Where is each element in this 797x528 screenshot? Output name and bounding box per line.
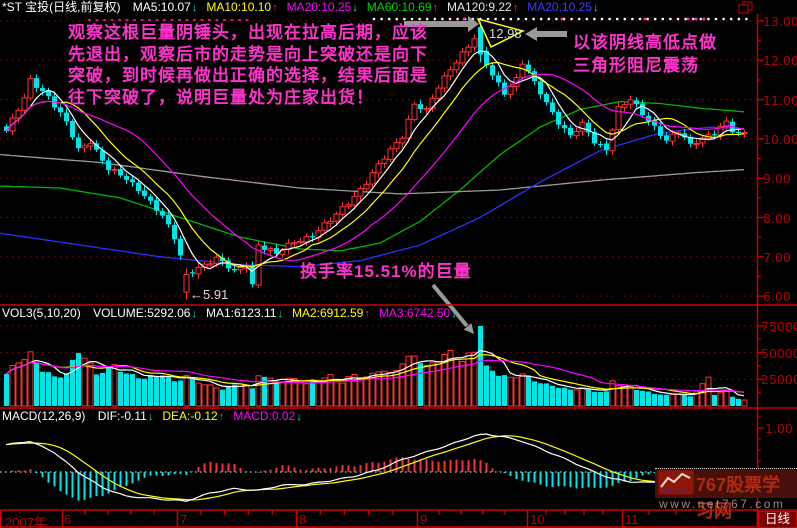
down-arrow-icon: ↓: [191, 308, 197, 320]
ma-values: MA5:10.07↓ MA10:10.10↑ MA20:10.25↓ MA60:10.…: [133, 0, 608, 14]
watermark-site-url: www.net767.com: [659, 497, 786, 511]
down-arrow-icon: ↓: [592, 2, 599, 14]
low-price-label: ←5.91: [190, 287, 229, 302]
up-arrow-icon: ↑: [364, 308, 370, 320]
price-axis-label-6.00: 6.00: [763, 289, 791, 305]
macd-indicator-name: MACD(12,26,9): [2, 409, 86, 423]
macd-axis-label-1: 1.00: [765, 421, 793, 436]
vol-value-0: VOLUME:5292.06↓: [93, 306, 197, 320]
price-axis-label-13.00: 13.00: [763, 14, 797, 29]
stock-title: *ST 宝投(日线,前复权): [2, 0, 121, 14]
up-arrow-icon: ↑: [432, 2, 439, 14]
macd-value-0: DIF:-0.11↓: [97, 409, 154, 423]
down-arrow-icon: ↓: [451, 308, 457, 320]
price-axis-label-10.00: 10.00: [763, 131, 797, 147]
volume-header: VOL3(5,10,20) VOLUME:5292.06↓ MA1:6123.11…: [2, 306, 466, 321]
ma-value-2: MA20:10.25↓: [286, 0, 358, 14]
vol-value-3: MA3:6742.50↓: [378, 306, 457, 320]
analysis-note-line-2: 突破，到时候再做出正确的选择，结果后面是: [68, 66, 428, 85]
price-axis-label-9.00: 9.00: [763, 171, 791, 187]
triangle-note-line-1: 三角形阻尼震荡: [573, 56, 699, 75]
down-arrow-icon: ↓: [296, 411, 302, 423]
month-label-8: 8: [299, 512, 307, 527]
year-label: 2007年: [5, 515, 47, 528]
price-axis-label-7.00: 7.00: [763, 249, 791, 265]
up-arrow-icon: ↑: [218, 411, 225, 423]
watermark-logo-icon: [658, 470, 694, 495]
triangle-note-line-0: 以该阴线高低点做: [573, 33, 717, 52]
analysis-note-line-3: 往下突破了，说明巨量处为庄家出货！: [68, 87, 374, 107]
month-label-9: 9: [420, 512, 428, 527]
volume-values: VOLUME:5292.06↓ MA1:6123.11↓ MA2:6912.59↑ M…: [93, 306, 466, 320]
watermark: 767股票学习网 www.net767.com: [655, 467, 797, 521]
price-axis-label-11.00: 11.00: [763, 92, 797, 108]
ma-value-0: MA5:10.07↓: [132, 0, 198, 14]
down-arrow-icon: ↓: [147, 411, 154, 423]
macd-header: MACD(12,26,9) DIF:-0.11↓ DEA:-0.12↑ MACD:0…: [2, 409, 311, 424]
analysis-note: 观察这根巨量阴锤头，出现在拉高后期，应该 先退出，观察后市的走势是向上突破还是向下…: [68, 22, 428, 108]
ma-value-3: MA60:10.69↑: [366, 0, 439, 14]
analysis-note-line-0: 观察这根巨量阴锤头，出现在拉高后期，应该: [68, 23, 428, 42]
high-price-label: 12.98: [489, 26, 522, 41]
month-label-10: 10: [530, 512, 545, 527]
macd-value-1: DEA:-0.12↑: [162, 409, 225, 423]
vol-value-2: MA2:6912.59↑: [291, 306, 370, 320]
restore-window-icon[interactable]: [738, 1, 754, 14]
volume-indicator-name: VOL3(5,10,20): [2, 306, 81, 320]
up-arrow-icon: ↑: [512, 2, 519, 14]
month-label-7: 7: [180, 512, 188, 527]
volume-axis-label-25000: 25000: [761, 372, 797, 388]
turnover-note: 换手率15.51%的巨量: [300, 262, 472, 281]
triangle-note: 以该阴线高低点做 三角形阻尼震荡: [573, 31, 717, 77]
analysis-note-line-1: 先退出，观察后市的走势是向上突破还是向下: [68, 44, 428, 64]
price-axis-label-12.00: 12.00: [763, 53, 797, 69]
main-chart-header: *ST 宝投(日线,前复权) MA5:10.07↓ MA10:10.10↑ MA20…: [2, 0, 607, 15]
ma-value-4: MA120:9.22↑: [447, 0, 519, 14]
volume-axis-label-50000: 50000: [761, 345, 797, 361]
watermark-site-name: 767股票学习网: [696, 475, 781, 521]
down-arrow-icon: ↓: [191, 2, 198, 14]
down-arrow-icon: ↓: [277, 308, 283, 320]
ma-value-5: MA20:10.25↓: [527, 0, 599, 14]
ma-value-1: MA10:10.10↑: [206, 0, 278, 14]
vol-value-1: MA1:6123.11↓: [205, 306, 283, 320]
month-label-11: 11: [625, 512, 639, 527]
month-label-6: 6: [64, 512, 72, 527]
price-axis-label-8.00: 8.00: [763, 210, 791, 226]
up-arrow-icon: ↑: [272, 2, 278, 14]
volume-axis-label-75000: 75000: [761, 319, 797, 334]
macd-value-2: MACD:0.02↓: [233, 409, 302, 423]
down-arrow-icon: ↓: [352, 2, 358, 14]
macd-values: DIF:-0.11↓ DEA:-0.12↑ MACD:0.02↓: [98, 409, 311, 423]
